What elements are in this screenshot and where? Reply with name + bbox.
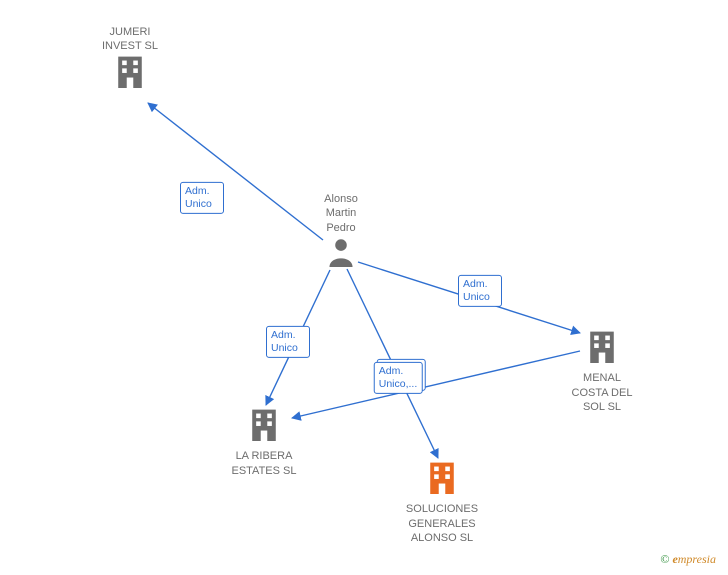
node-label: SOLUCIONES GENERALES ALONSO SL	[382, 502, 502, 545]
edge-label-adm-unico: Adm. Unico	[180, 182, 224, 214]
edge-label-adm-unico: Adm. Unico,...	[374, 362, 423, 394]
edge-line	[292, 351, 580, 418]
edge-label-adm-unico: Adm. Unico	[458, 275, 502, 307]
node-company-laribera[interactable]: LA RIBERA ESTATES SL	[204, 407, 324, 478]
node-label: MENAL COSTA DEL SOL SL	[542, 371, 662, 414]
copyright-icon: ©	[660, 552, 669, 566]
node-label: JUMERI INVEST SL	[70, 25, 190, 54]
building-icon	[382, 460, 502, 498]
node-company-jumeri[interactable]: JUMERI INVEST SL	[70, 21, 190, 92]
building-icon	[204, 407, 324, 445]
node-company-soluciones[interactable]: SOLUCIONES GENERALES ALONSO SL	[382, 460, 502, 545]
building-icon	[542, 329, 662, 367]
watermark-text: empresia	[672, 552, 716, 566]
node-person-alonso[interactable]: Alonso Martin Pedro	[281, 192, 401, 271]
node-label: Alonso Martin Pedro	[281, 192, 401, 235]
building-icon	[70, 54, 190, 92]
watermark: ©empresia	[660, 552, 716, 567]
edge-label-adm-unico: Adm. Unico	[266, 326, 310, 358]
person-icon	[281, 237, 401, 271]
node-company-menal[interactable]: MENAL COSTA DEL SOL SL	[542, 329, 662, 414]
node-label: LA RIBERA ESTATES SL	[204, 449, 324, 478]
